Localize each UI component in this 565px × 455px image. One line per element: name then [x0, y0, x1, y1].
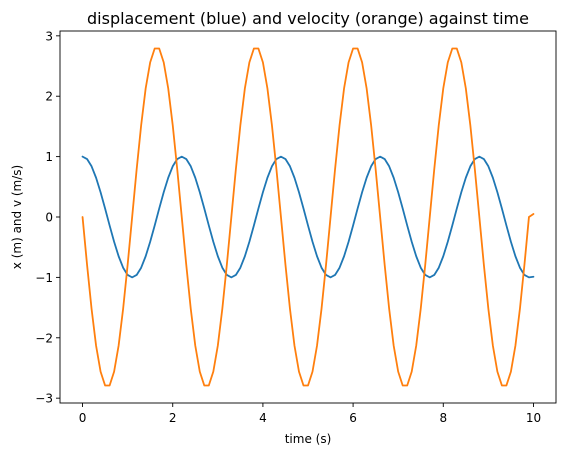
y-tick-label: 3	[45, 29, 53, 43]
plot-frame	[59, 30, 557, 404]
y-tick-label: 2	[45, 90, 53, 104]
x-axis-label: time (s)	[285, 432, 332, 446]
x-tick-label: 6	[349, 411, 357, 425]
y-tick-label: 1	[45, 150, 53, 164]
y-tick-label: −1	[35, 271, 53, 285]
y-axis-label: x (m) and v (m/s)	[10, 165, 24, 269]
y-tick-label: −2	[35, 331, 53, 345]
chart-title: displacement (blue) and velocity (orange…	[87, 9, 529, 28]
plot-series	[81, 47, 535, 387]
y-tick-label: 0	[45, 211, 53, 225]
x-axis-ticks: 0 2 4 6 8 10	[79, 403, 541, 425]
y-axis-ticks: −3 −2 −1 0 1 2 3	[35, 29, 60, 406]
x-tick-label: 4	[259, 411, 267, 425]
x-tick-label: 8	[439, 411, 447, 425]
x-tick-label: 2	[169, 411, 177, 425]
series-line-2	[81, 47, 535, 387]
x-tick-label: 0	[79, 411, 87, 425]
y-tick-label: −3	[35, 392, 53, 406]
series-line-1	[81, 155, 535, 279]
x-tick-label: 10	[526, 411, 541, 425]
